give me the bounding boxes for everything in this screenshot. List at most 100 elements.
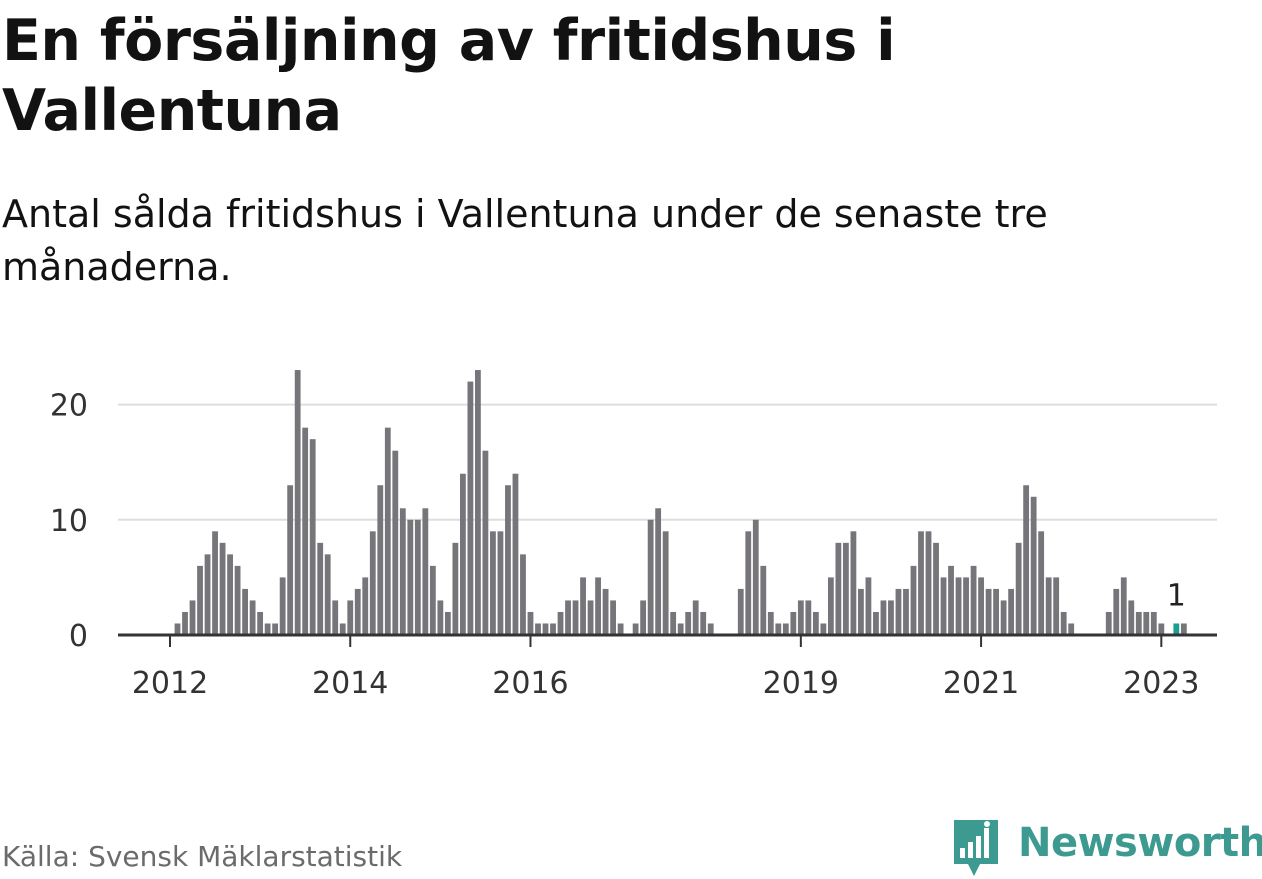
bar xyxy=(437,600,444,635)
bar xyxy=(955,577,962,635)
bar xyxy=(850,531,857,635)
bar xyxy=(309,439,316,635)
x-tick-label: 2023 xyxy=(1123,666,1199,700)
y-axis-ticks: 0 10 20 xyxy=(50,389,88,654)
bar xyxy=(542,623,549,635)
bar xyxy=(993,588,999,635)
bar xyxy=(490,531,496,635)
bars xyxy=(174,370,1187,635)
bar xyxy=(617,623,624,635)
bar xyxy=(1143,611,1150,635)
bar xyxy=(918,531,924,635)
bar xyxy=(1000,600,1007,635)
bar xyxy=(670,611,677,635)
bar xyxy=(707,623,714,635)
bar xyxy=(587,600,594,635)
bar xyxy=(940,577,947,635)
bar xyxy=(279,577,286,635)
bar xyxy=(317,542,324,635)
last-value-label: 1 xyxy=(1167,578,1186,613)
bar xyxy=(580,577,586,635)
bar xyxy=(182,611,188,635)
bar xyxy=(655,508,662,635)
newsworthy-logo-icon xyxy=(954,820,998,876)
bar xyxy=(1053,577,1060,635)
x-tick-label: 2019 xyxy=(763,666,839,700)
bar xyxy=(865,577,872,635)
bar xyxy=(880,600,887,635)
bar xyxy=(1038,531,1045,635)
bar xyxy=(482,450,489,635)
bar xyxy=(700,611,707,635)
bar xyxy=(227,554,233,635)
bar xyxy=(677,623,684,635)
bar xyxy=(1135,611,1142,635)
bar xyxy=(475,370,481,635)
bar xyxy=(572,600,579,635)
bar xyxy=(197,565,203,635)
bar xyxy=(257,611,264,635)
bar xyxy=(512,473,519,635)
bar xyxy=(174,623,181,635)
bar xyxy=(557,611,564,635)
gridlines xyxy=(118,403,1217,521)
bar xyxy=(752,519,759,635)
bar xyxy=(782,623,789,635)
bar xyxy=(377,485,384,635)
bar xyxy=(827,577,834,635)
bar xyxy=(662,531,669,635)
bar xyxy=(565,600,571,635)
bar xyxy=(933,542,939,635)
bar xyxy=(189,600,196,635)
x-axis-ticks: 2012 2014 2016 2019 2021 2023 xyxy=(132,636,1199,700)
y-tick-label: 0 xyxy=(69,619,88,654)
bar xyxy=(249,600,256,635)
bar xyxy=(610,600,616,635)
bar xyxy=(362,577,369,635)
bar xyxy=(767,611,774,635)
bar xyxy=(760,565,767,635)
bar xyxy=(1105,611,1112,635)
bar xyxy=(384,427,391,635)
bar xyxy=(1015,542,1022,635)
bar xyxy=(1150,611,1157,635)
bar xyxy=(452,542,459,635)
bar xyxy=(737,588,744,635)
bar xyxy=(302,427,309,635)
bar xyxy=(1030,496,1037,635)
bar xyxy=(459,473,466,635)
brand-name: Newsworthy xyxy=(1018,820,1262,866)
brand-logo[interactable]: Newsworthy xyxy=(950,816,1262,878)
bar xyxy=(429,565,436,635)
bar xyxy=(347,600,354,635)
x-tick-label: 2014 xyxy=(312,666,388,700)
bar xyxy=(910,565,917,635)
bar xyxy=(595,577,601,635)
bar xyxy=(212,531,218,635)
bar xyxy=(1045,577,1052,635)
bar xyxy=(1120,577,1127,635)
bar xyxy=(843,542,849,635)
bar xyxy=(339,623,346,635)
bar xyxy=(797,600,804,635)
bar xyxy=(963,577,969,635)
bar xyxy=(527,611,534,635)
bar xyxy=(858,588,864,635)
bar xyxy=(234,565,241,635)
bar xyxy=(685,611,692,635)
bar xyxy=(467,381,474,635)
bar xyxy=(407,519,414,635)
bar xyxy=(535,623,541,635)
bar xyxy=(790,611,797,635)
bar xyxy=(242,588,248,635)
bar xyxy=(1180,623,1187,635)
bar xyxy=(647,519,654,635)
bar xyxy=(550,623,556,635)
bar xyxy=(812,611,819,635)
bar xyxy=(978,577,984,635)
bar xyxy=(264,623,271,635)
bar xyxy=(1128,600,1135,635)
bar xyxy=(1060,611,1067,635)
bar xyxy=(820,623,827,635)
bar xyxy=(1113,588,1120,635)
